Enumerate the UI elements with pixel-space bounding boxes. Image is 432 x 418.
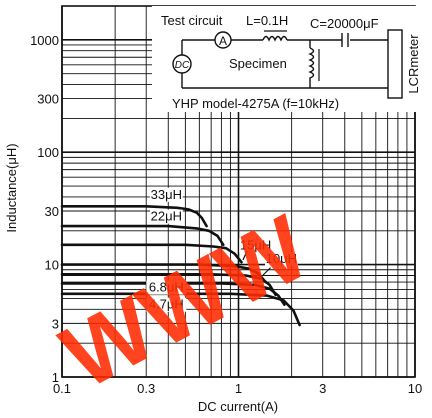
y-tick-label: 100: [37, 145, 59, 160]
ammeter-icon: A: [215, 32, 231, 48]
y-tick-label: 300: [37, 92, 59, 107]
series-line: [62, 206, 207, 226]
lcr-meter-box: [388, 30, 402, 98]
specimen-label: Specimen: [229, 56, 287, 71]
y-tick-label: 1000: [30, 33, 59, 48]
x-tick-label: 1: [235, 381, 242, 396]
inductor-label: L=0.1H: [246, 13, 288, 28]
instrument-note: YHP model-4275A (f=10kHz): [172, 96, 339, 111]
test-circuit-title: Test circuit: [161, 13, 223, 28]
test-circuit-inset: Test circuit L=0.1H C=20000μF A DC: [152, 6, 422, 112]
y-axis-title: Inductance(μH): [4, 143, 19, 232]
series-label: 33μH: [151, 187, 182, 202]
dc-source-icon: DC: [173, 55, 191, 73]
capacitor-label: C=20000μF: [310, 16, 379, 31]
series-label: 22μH: [151, 209, 182, 224]
y-tick-label: 1: [52, 370, 59, 385]
lcr-meter-label: LCRmeter: [406, 34, 421, 94]
svg-text:DC: DC: [175, 60, 190, 71]
y-tick-label: 10: [45, 258, 59, 273]
y-tick-label: 30: [45, 204, 59, 219]
x-axis-title: DC current(A): [198, 399, 278, 414]
x-tick-label: 3: [319, 381, 326, 396]
svg-text:A: A: [219, 34, 227, 48]
x-tick-label: 10: [408, 381, 422, 396]
